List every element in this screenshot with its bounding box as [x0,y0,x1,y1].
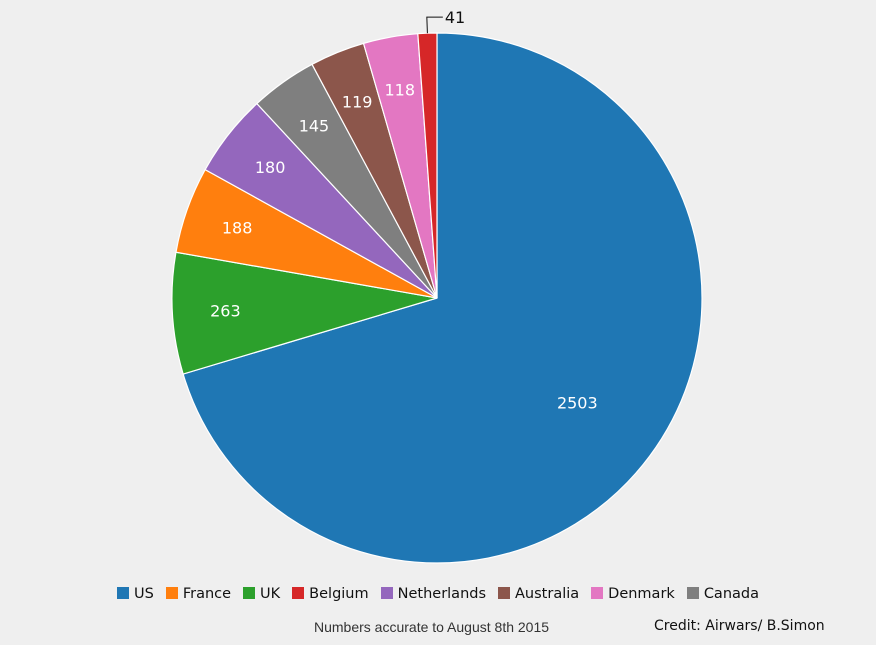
legend-swatch-uk [243,587,256,599]
legend-item-australia: Australia [498,586,579,602]
pie-labels: 2503 263 188 180 145 119 118 41 [210,8,598,412]
slice-label-belgium: 41 [445,8,465,27]
legend-label-netherlands: Netherlands [397,586,487,602]
legend-label-canada: Canada [703,586,759,602]
pie-slice-us [182,32,703,564]
legend-item-canada: Canada [686,586,759,602]
legend-swatch-france [165,587,178,599]
slice-label-netherlands: 180 [255,158,286,177]
legend-swatch-belgium [292,587,305,599]
legend-item-france: France [165,586,232,602]
legend-swatch-netherlands [380,587,393,599]
legend-label-us: US [134,586,154,602]
footnote: Numbers accurate to August 8th 2015 [314,619,550,635]
slice-label-uk: 263 [210,301,241,320]
legend-label-france: France [182,586,232,602]
legend-label-denmark: Denmark [608,586,675,602]
legend: US France UK Belgium Netherlands Australia Den… [0,586,876,602]
legend-label-uk: UK [260,586,281,602]
slice-label-denmark: 118 [384,80,415,99]
pie-chart: 2503 263 188 180 145 119 118 41 [171,8,703,564]
slice-label-australia: 119 [342,93,373,112]
pie-slice-uk [171,251,438,375]
pie-slice-belgium [417,32,438,299]
legend-item-netherlands: Netherlands [380,586,487,602]
credit-text: Credit: Airwars/ B.Simon [654,618,825,634]
slice-label-us: 2503 [557,393,598,412]
pie-slices [171,32,703,564]
legend-item-denmark: Denmark [591,586,675,602]
legend-swatch-australia [498,587,511,599]
legend-item-uk: UK [243,586,280,602]
legend-label-australia: Australia [515,586,580,602]
legend-swatch-denmark [591,587,604,599]
legend-swatch-canada [686,587,699,599]
leader-line-belgium [426,16,443,34]
legend-label-belgium: Belgium [309,586,369,602]
legend-swatch-us [117,587,129,599]
legend-item-us: US [117,586,154,602]
legend-item-belgium: Belgium [292,586,369,602]
slice-label-france: 188 [222,218,253,237]
slice-label-canada: 145 [299,116,330,135]
